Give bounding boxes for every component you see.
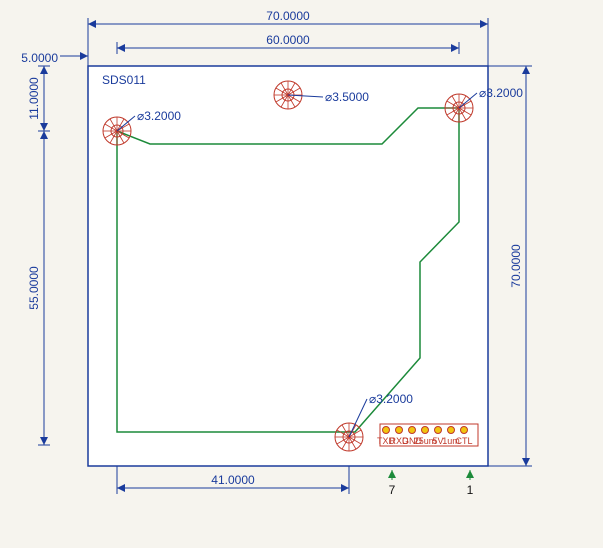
signal-label-ctl: CTL [455, 436, 472, 446]
pad-4 [422, 427, 429, 434]
dim-top-margin: 5.0000 [21, 51, 58, 65]
svg-text:70.0000: 70.0000 [509, 244, 523, 288]
pin-label-1: 1 [467, 483, 474, 497]
board-outline [88, 66, 488, 466]
svg-text:55.0000: 55.0000 [27, 266, 41, 310]
pad-2 [448, 427, 455, 434]
svg-text:⌀3.2000: ⌀3.2000 [369, 392, 413, 406]
svg-text:⌀3.2000: ⌀3.2000 [479, 86, 523, 100]
svg-text:70.0000: 70.0000 [266, 9, 310, 23]
pad-1 [461, 427, 468, 434]
svg-text:60.0000: 60.0000 [266, 33, 310, 47]
pad-7 [383, 427, 390, 434]
pad-5 [409, 427, 416, 434]
svg-text:⌀3.2000: ⌀3.2000 [137, 109, 181, 123]
svg-text:⌀3.5000: ⌀3.5000 [325, 90, 369, 104]
pad-3 [435, 427, 442, 434]
pad-6 [396, 427, 403, 434]
pin-label-7: 7 [389, 483, 396, 497]
svg-text:11.0000: 11.0000 [27, 77, 41, 120]
svg-text:41.0000: 41.0000 [211, 473, 255, 487]
board-title: SDS011 [102, 73, 146, 87]
